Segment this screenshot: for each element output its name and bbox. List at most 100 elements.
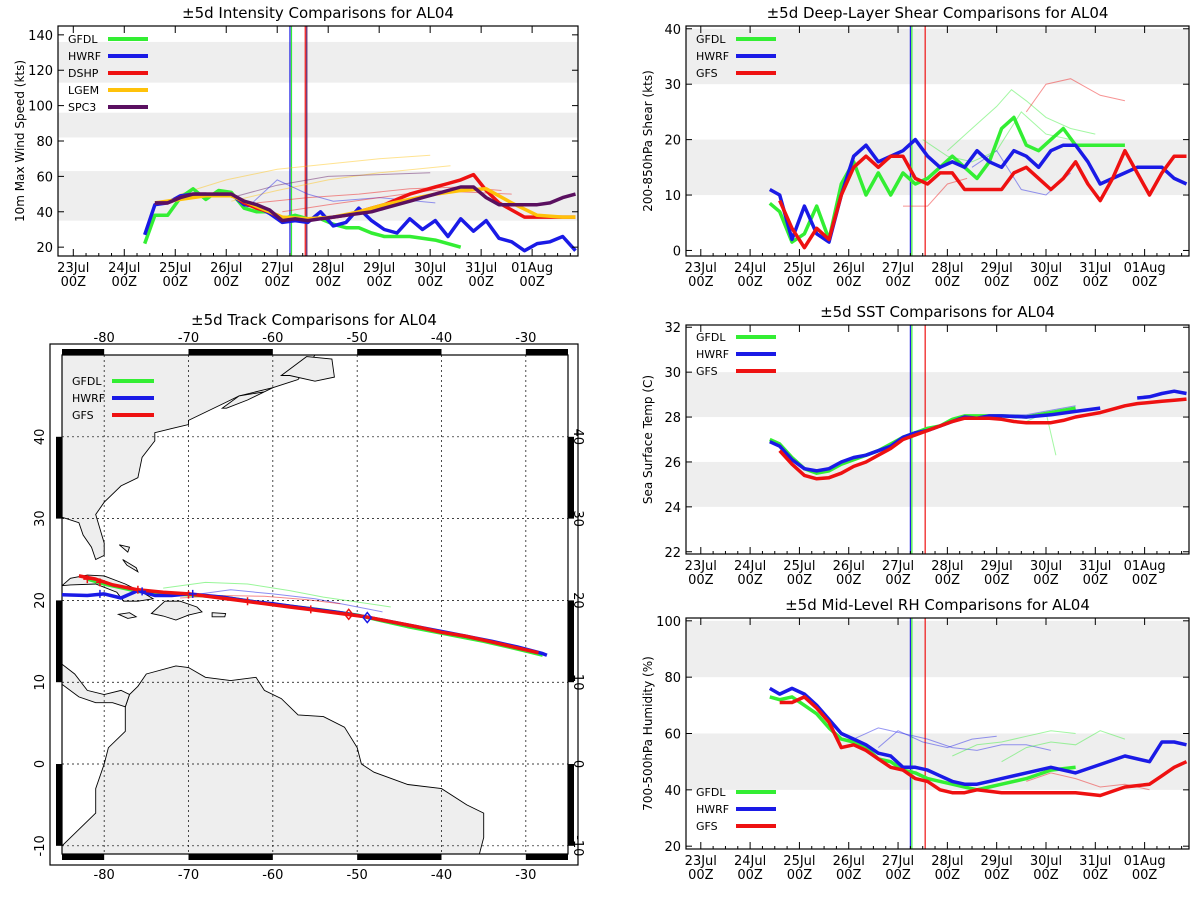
- x-tick-label: 31Jul: [1079, 854, 1111, 869]
- legend-label: GFDL: [696, 786, 726, 799]
- border-segment: [357, 349, 442, 355]
- x-tick-label: 25Jul: [783, 854, 815, 869]
- track-marker: [83, 575, 92, 584]
- x-tick-label: 28Jul: [312, 261, 344, 276]
- track-marker: [95, 589, 104, 598]
- lon-tick-label: -60: [262, 331, 283, 346]
- y-tick-label: 20: [664, 840, 681, 855]
- ensemble-trace: [1001, 730, 1126, 763]
- y-tick-label: 140: [28, 29, 53, 44]
- legend-label: HWRF: [696, 50, 729, 63]
- series-hwrf: [768, 686, 1187, 786]
- x-tick-label: 28Jul: [931, 559, 963, 574]
- x-tick-label: 00Z: [112, 275, 138, 290]
- lon-tick-label: -60: [262, 868, 283, 883]
- ensemble-trace: [231, 172, 431, 199]
- track-marker: [184, 590, 193, 599]
- x-tick-label: 00Z: [315, 275, 341, 290]
- series-hwrf: [769, 406, 1101, 473]
- lat-tick-label: 40: [33, 429, 48, 446]
- x-tick-label: 01Aug: [1124, 261, 1166, 276]
- track-marker: [188, 589, 197, 598]
- x-tick-label: 00Z: [1132, 275, 1158, 290]
- ensemble-trace: [952, 730, 1076, 757]
- lon-tick-label: -80: [94, 868, 115, 883]
- series-gfs: [778, 397, 1187, 481]
- x-tick-label: 23Jul: [685, 261, 717, 276]
- x-tick-label: 00Z: [1033, 573, 1059, 588]
- x-tick-label: 00Z: [836, 275, 862, 290]
- x-tick-label: 00Z: [984, 868, 1010, 883]
- x-tick-label: 00Z: [417, 275, 443, 290]
- y-axis-label: 10m Max Wind Speed (kts): [13, 60, 27, 222]
- lat-tick-label: 30: [570, 510, 585, 527]
- x-tick-label: 24Jul: [734, 854, 766, 869]
- x-tick-label: 00Z: [885, 868, 911, 883]
- y-tick-label: 20: [664, 134, 681, 149]
- x-tick-label: 31Jul: [1079, 261, 1111, 276]
- chart-title: ±5d SST Comparisons for AL04: [820, 303, 1055, 321]
- shade-band: [686, 620, 1189, 678]
- chart-title: ±5d Mid-Level RH Comparisons for AL04: [785, 596, 1090, 614]
- x-tick-label: 27Jul: [882, 261, 914, 276]
- x-tick-label: 29Jul: [363, 261, 395, 276]
- x-tick-label: 00Z: [61, 275, 87, 290]
- bahamas-2: [122, 559, 139, 573]
- chart-title: ±5d Track Comparisons for AL04: [191, 311, 437, 329]
- y-axis-label: 200-850hPa Shear (kts): [641, 70, 655, 212]
- lon-tick-label: -80: [94, 331, 115, 346]
- x-tick-label: 00Z: [688, 868, 714, 883]
- x-tick-label: 00Z: [688, 275, 714, 290]
- legend-label: LGEM: [68, 84, 99, 97]
- x-tick-label: 00Z: [1132, 573, 1158, 588]
- puerto-rico: [211, 612, 227, 618]
- legend-label: GFS: [72, 409, 94, 422]
- ensemble-trace: [180, 154, 431, 195]
- x-tick-label: 00Z: [468, 275, 494, 290]
- lon-tick-label: -40: [431, 868, 452, 883]
- shade-band: [58, 112, 578, 138]
- x-tick-label: 00Z: [519, 275, 545, 290]
- x-tick-label: 00Z: [836, 573, 862, 588]
- legend-label: DSHP: [68, 67, 99, 80]
- x-tick-label: 24Jul: [734, 559, 766, 574]
- x-tick-label: 00Z: [688, 573, 714, 588]
- y-tick-label: 30: [664, 366, 681, 381]
- legend-label: GFDL: [68, 33, 98, 46]
- lat-tick-label: 0: [33, 760, 48, 768]
- x-tick-label: 00Z: [1033, 868, 1059, 883]
- x-tick-label: 26Jul: [833, 559, 865, 574]
- y-tick-label: 100: [28, 100, 53, 115]
- x-tick-label: 30Jul: [1030, 261, 1062, 276]
- x-tick-label: 00Z: [935, 275, 961, 290]
- border-segment: [568, 764, 574, 846]
- ensemble-trace: [922, 111, 1071, 163]
- y-tick-label: 80: [664, 671, 681, 686]
- legend-label: HWRF: [72, 392, 105, 405]
- x-tick-label: 23Jul: [685, 854, 717, 869]
- x-tick-label: 00Z: [1132, 868, 1158, 883]
- lat-tick-label: 20: [570, 592, 585, 609]
- series-spc3: [154, 185, 576, 223]
- x-tick-label: 27Jul: [261, 261, 293, 276]
- shade-band: [686, 461, 1189, 507]
- ensemble-trace: [1026, 411, 1057, 456]
- jamaica: [116, 612, 138, 619]
- labels: 2040608010012014023Jul00Z24Jul00Z25Jul00…: [13, 4, 1166, 883]
- y-tick-label: 30: [664, 78, 681, 93]
- y-tick-label: 60: [36, 170, 53, 185]
- series-gfs: [778, 148, 1187, 250]
- x-tick-label: 00Z: [1083, 573, 1109, 588]
- lat-tick-label: 0: [570, 760, 585, 768]
- border-segment: [188, 854, 273, 860]
- x-tick-label: 23Jul: [57, 261, 89, 276]
- y-tick-label: 26: [664, 456, 681, 471]
- legends: GFDL HWRF DSHP LGEM SPC3 GFDL HWRF GFS GFDL HWRF G…: [68, 33, 776, 833]
- border-segment: [56, 436, 62, 519]
- x-tick-label: 28Jul: [931, 261, 963, 276]
- x-tick-label: 29Jul: [981, 261, 1013, 276]
- model-series: [61, 115, 1188, 798]
- ensemble-trace: [947, 89, 1096, 152]
- legend-label: GFDL: [696, 33, 726, 46]
